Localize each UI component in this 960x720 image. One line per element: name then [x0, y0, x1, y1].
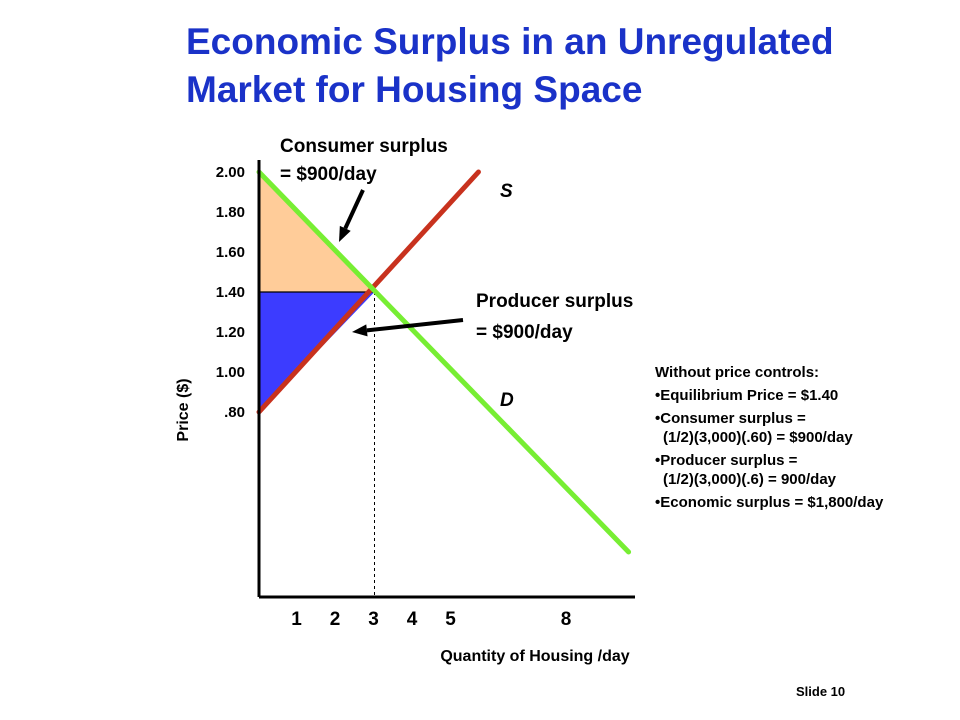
- slide-number: Slide 10: [796, 684, 846, 699]
- demand-curve: [256, 169, 632, 555]
- note-item: •Producer surplus = (1/2)(3,000)(.6) = 9…: [655, 451, 955, 489]
- notes-heading: Without price controls:: [655, 364, 820, 381]
- slide-title-line2: Market for Housing Space: [186, 69, 643, 110]
- note-item: •Consumer surplus = (1/2)(3,000)(.60) = …: [655, 409, 955, 447]
- producer-surplus-arrow-shaft: [366, 318, 464, 333]
- producer-surplus-label: Producer surplus: [476, 291, 633, 312]
- y-tick-label: 1.80: [216, 204, 245, 221]
- slide-title-line1: Economic Surplus in an Unregulated: [186, 21, 834, 62]
- y-tick-label: 2.00: [216, 164, 245, 181]
- note-line: Producer surplus =: [660, 452, 798, 469]
- x-tick-label: 4: [407, 609, 418, 630]
- consumer-surplus-value: = $900/day: [280, 164, 377, 185]
- supply-curve-label: S: [500, 181, 513, 202]
- note-item: •Economic surplus = $1,800/day: [655, 494, 884, 511]
- y-tick-label: 1.40: [216, 284, 245, 301]
- y-axis-title: Price ($): [175, 378, 192, 441]
- x-tick-label: 1: [291, 609, 302, 630]
- y-tick-label: .80: [224, 404, 245, 421]
- y-tick-label: 1.00: [216, 364, 245, 381]
- x-tick-label: 5: [445, 609, 456, 630]
- consumer-surplus-arrow-head: [339, 225, 351, 242]
- x-tick-label: 2: [330, 609, 341, 630]
- note-line: (1/2)(3,000)(.6) = 900/day: [663, 471, 837, 488]
- x-tick-label: 3: [368, 609, 379, 630]
- consumer-surplus-arrow: [339, 189, 365, 242]
- note-line: Economic surplus = $1,800/day: [660, 494, 884, 511]
- x-axis-title: Quantity of Housing /day: [440, 648, 629, 665]
- note-item: •Equilibrium Price = $1.40: [655, 387, 839, 404]
- consumer-surplus-label: Consumer surplus: [280, 136, 448, 157]
- x-tick-label: 8: [561, 609, 572, 630]
- note-line: Equilibrium Price = $1.40: [660, 387, 839, 404]
- note-line: Consumer surplus =: [660, 410, 806, 427]
- y-tick-label: 1.60: [216, 244, 245, 261]
- slide-title: Economic Surplus in an Unregulated Marke…: [186, 18, 906, 114]
- producer-surplus-arrow-head: [352, 324, 368, 337]
- producer-surplus-arrow: [352, 318, 464, 337]
- notes-panel: Without price controls: •Equilibrium Pri…: [655, 363, 955, 516]
- note-line: (1/2)(3,000)(.60) = $900/day: [663, 429, 853, 446]
- y-tick-label: 1.20: [216, 324, 245, 341]
- producer-surplus-value: = $900/day: [476, 322, 573, 343]
- demand-curve-label: D: [500, 390, 514, 411]
- supply-curve: [256, 169, 481, 415]
- consumer-surplus-arrow-shaft: [343, 189, 365, 230]
